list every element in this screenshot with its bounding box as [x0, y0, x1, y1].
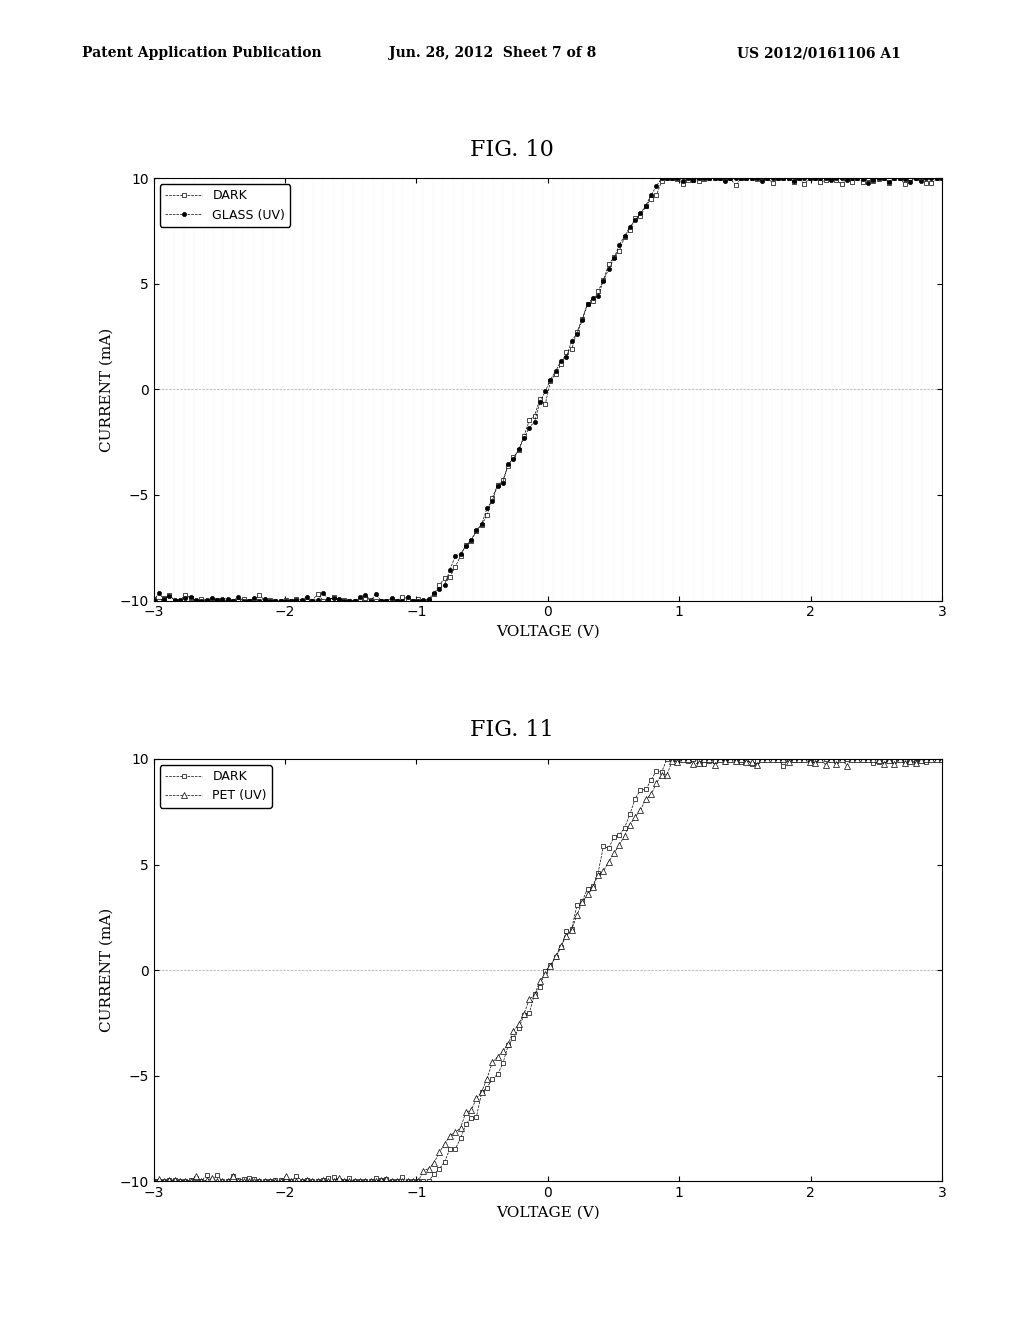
DARK — [809, 170, 821, 186]
PET (UV) — [565, 921, 578, 937]
GLASS (UV) — [703, 170, 716, 186]
DARK — [560, 923, 572, 939]
DARK — [153, 593, 165, 609]
DARK — [147, 1173, 160, 1189]
Text: FIG. 11: FIG. 11 — [470, 719, 554, 742]
DARK — [592, 865, 604, 880]
GLASS (UV) — [465, 532, 477, 548]
PET (UV) — [412, 1173, 424, 1189]
DARK — [660, 170, 673, 186]
DARK — [597, 272, 609, 288]
Text: FIG. 10: FIG. 10 — [470, 139, 554, 161]
GLASS (UV) — [412, 593, 424, 609]
PET (UV) — [809, 755, 821, 771]
DARK — [703, 170, 716, 186]
PET (UV) — [936, 751, 948, 767]
GLASS (UV) — [147, 593, 160, 609]
DARK — [936, 751, 948, 767]
Line: DARK: DARK — [152, 756, 944, 1184]
DARK — [412, 591, 424, 607]
PET (UV) — [158, 1173, 170, 1189]
Y-axis label: CURRENT (mA): CURRENT (mA) — [100, 327, 114, 451]
GLASS (UV) — [196, 593, 208, 609]
DARK — [465, 533, 477, 549]
DARK — [804, 754, 816, 770]
PET (UV) — [703, 751, 716, 767]
Legend: DARK, GLASS (UV): DARK, GLASS (UV) — [160, 185, 290, 227]
DARK — [460, 1117, 472, 1133]
Legend: DARK, PET (UV): DARK, PET (UV) — [160, 766, 271, 808]
GLASS (UV) — [809, 170, 821, 186]
GLASS (UV) — [597, 273, 609, 289]
Y-axis label: CURRENT (mA): CURRENT (mA) — [100, 908, 114, 1032]
X-axis label: VOLTAGE (V): VOLTAGE (V) — [496, 1205, 600, 1220]
DARK — [660, 751, 673, 767]
Line: PET (UV): PET (UV) — [151, 756, 945, 1184]
DARK — [936, 170, 948, 186]
GLASS (UV) — [655, 170, 668, 186]
PET (UV) — [682, 751, 694, 767]
DARK — [407, 1173, 419, 1189]
PET (UV) — [465, 1102, 477, 1118]
GLASS (UV) — [565, 333, 578, 348]
Text: US 2012/0161106 A1: US 2012/0161106 A1 — [737, 46, 901, 61]
DARK — [147, 591, 160, 607]
GLASS (UV) — [936, 170, 948, 186]
Text: Jun. 28, 2012  Sheet 7 of 8: Jun. 28, 2012 Sheet 7 of 8 — [389, 46, 596, 61]
Line: DARK: DARK — [152, 176, 944, 603]
DARK — [697, 756, 710, 772]
DARK — [565, 342, 578, 358]
PET (UV) — [597, 863, 609, 879]
Line: GLASS (UV): GLASS (UV) — [152, 176, 944, 603]
PET (UV) — [147, 1172, 160, 1188]
X-axis label: VOLTAGE (V): VOLTAGE (V) — [496, 624, 600, 639]
Text: Patent Application Publication: Patent Application Publication — [82, 46, 322, 61]
